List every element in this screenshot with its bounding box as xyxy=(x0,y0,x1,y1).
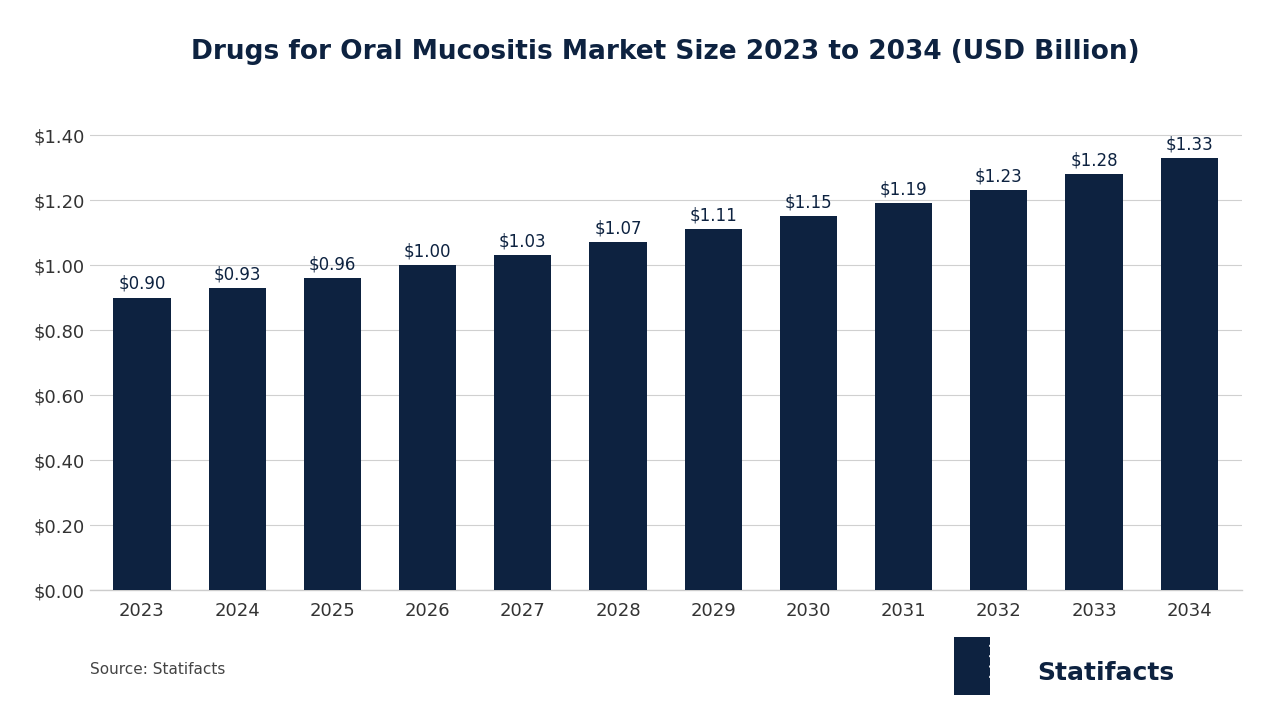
Text: $1.19: $1.19 xyxy=(879,181,928,199)
Text: $1.11: $1.11 xyxy=(690,207,737,225)
Text: $1.23: $1.23 xyxy=(975,168,1023,186)
Bar xyxy=(954,637,991,695)
Bar xyxy=(780,217,837,590)
Bar xyxy=(685,230,742,590)
Bar xyxy=(114,298,170,590)
Text: $1.33: $1.33 xyxy=(1165,135,1213,153)
Text: Source: Statifacts: Source: Statifacts xyxy=(90,662,225,677)
Bar xyxy=(589,243,646,590)
Bar xyxy=(1065,174,1123,590)
Bar xyxy=(1161,158,1217,590)
Bar xyxy=(303,278,361,590)
Title: Drugs for Oral Mucositis Market Size 2023 to 2034 (USD Billion): Drugs for Oral Mucositis Market Size 202… xyxy=(191,39,1140,65)
Bar xyxy=(970,191,1028,590)
Text: $1.07: $1.07 xyxy=(594,220,641,238)
Text: Statifacts: Statifacts xyxy=(1037,661,1174,685)
Bar xyxy=(399,265,456,590)
Bar xyxy=(209,288,266,590)
Text: $1.15: $1.15 xyxy=(785,194,832,212)
Bar xyxy=(876,204,932,590)
Text: $1.28: $1.28 xyxy=(1070,151,1117,169)
Text: $0.96: $0.96 xyxy=(308,256,356,274)
Text: $0.90: $0.90 xyxy=(118,275,165,293)
Text: $0.93: $0.93 xyxy=(214,265,261,283)
Text: $1.03: $1.03 xyxy=(499,233,547,251)
Bar xyxy=(494,256,552,590)
Text: $1.00: $1.00 xyxy=(403,243,452,261)
